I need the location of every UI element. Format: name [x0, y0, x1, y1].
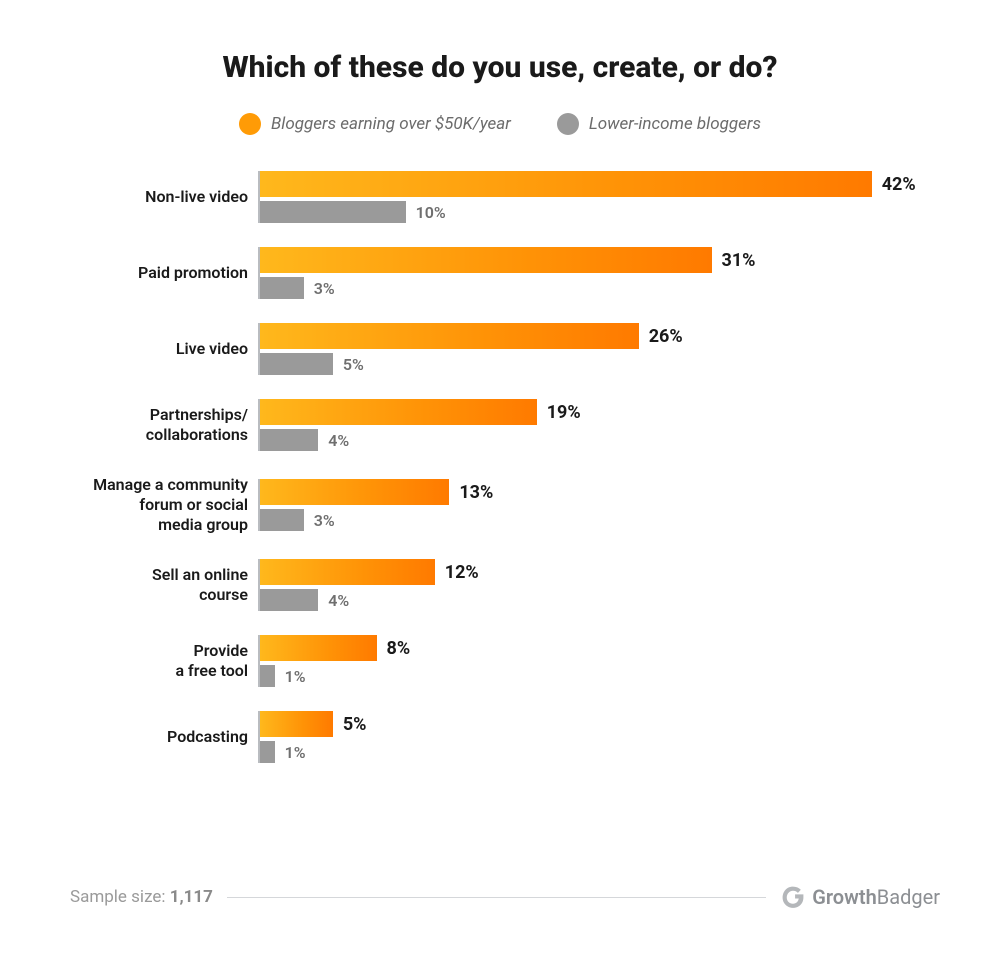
value-secondary: 1%	[285, 667, 306, 686]
category-label: Manage a communityforum or socialmedia g…	[70, 475, 250, 535]
bar-secondary	[260, 201, 406, 223]
chart-footer: Sample size: 1,117 GrowthBadger	[70, 884, 940, 910]
sample-value: 1,117	[170, 887, 213, 907]
bar-primary	[260, 479, 449, 505]
bar-primary	[260, 399, 537, 425]
bar-group: 26% 5%	[258, 323, 930, 375]
bar-group: 19% 4%	[258, 399, 930, 451]
value-primary: 19%	[547, 402, 581, 423]
badger-icon	[780, 884, 806, 910]
brand-text-strong: Growth	[812, 885, 877, 909]
bar-secondary-wrap: 4%	[260, 429, 930, 451]
bar-secondary	[260, 429, 318, 451]
chart-row: Paid promotion 31% 3%	[70, 247, 930, 299]
chart-row: Sell an onlinecourse 12% 4%	[70, 559, 930, 611]
bar-secondary	[260, 509, 304, 531]
value-secondary: 10%	[416, 203, 446, 222]
value-primary: 26%	[649, 326, 683, 347]
bar-primary	[260, 711, 333, 737]
value-secondary: 4%	[328, 591, 349, 610]
chart-row: Non-live video 42% 10%	[70, 171, 930, 223]
bar-primary-wrap: 12%	[260, 559, 930, 585]
bar-primary	[260, 323, 639, 349]
bar-secondary-wrap: 5%	[260, 353, 930, 375]
value-secondary: 3%	[314, 279, 335, 298]
legend-label-low: Lower-income bloggers	[589, 114, 761, 134]
bar-secondary	[260, 353, 333, 375]
value-primary: 31%	[722, 250, 756, 271]
bar-secondary	[260, 665, 275, 687]
category-label: Paid promotion	[70, 263, 250, 283]
chart-row: Live video 26% 5%	[70, 323, 930, 375]
bar-primary-wrap: 26%	[260, 323, 930, 349]
bar-group: 13% 3%	[258, 479, 930, 531]
bar-primary	[260, 635, 377, 661]
legend-item-high-earners: Bloggers earning over $50K/year	[239, 113, 511, 135]
bar-secondary-wrap: 3%	[260, 509, 930, 531]
legend: Bloggers earning over $50K/year Lower-in…	[60, 113, 940, 135]
value-primary: 12%	[445, 562, 479, 583]
chart-title: Which of these do you use, create, or do…	[60, 50, 940, 85]
bar-secondary	[260, 277, 304, 299]
category-label: Partnerships/collaborations	[70, 405, 250, 445]
bar-secondary-wrap: 3%	[260, 277, 930, 299]
value-secondary: 1%	[285, 743, 306, 762]
category-label: Non-live video	[70, 187, 250, 207]
bar-secondary-wrap: 1%	[260, 665, 930, 687]
bar-primary-wrap: 19%	[260, 399, 930, 425]
bar-primary	[260, 247, 712, 273]
chart-row: Partnerships/collaborations 19% 4%	[70, 399, 930, 451]
legend-label-high: Bloggers earning over $50K/year	[271, 114, 511, 134]
legend-item-low-earners: Lower-income bloggers	[557, 113, 761, 135]
legend-swatch-grey	[557, 113, 579, 135]
sample-label: Sample size:	[70, 887, 166, 907]
category-label: Podcasting	[70, 727, 250, 747]
bar-primary-wrap: 13%	[260, 479, 930, 505]
brand-logo: GrowthBadger	[780, 884, 940, 910]
category-label: Sell an onlinecourse	[70, 565, 250, 605]
bar-secondary-wrap: 1%	[260, 741, 930, 763]
bar-primary-wrap: 31%	[260, 247, 930, 273]
bar-group: 42% 10%	[258, 171, 930, 223]
bar-primary	[260, 559, 435, 585]
bar-secondary	[260, 589, 318, 611]
chart-row: Podcasting 5% 1%	[70, 711, 930, 763]
bar-secondary-wrap: 4%	[260, 589, 930, 611]
chart-row: Providea free tool 8% 1%	[70, 635, 930, 687]
bar-chart: Non-live video 42% 10% Paid promotion 31% 3% L…	[70, 171, 930, 763]
legend-swatch-orange	[239, 113, 261, 135]
value-primary: 5%	[343, 714, 367, 735]
value-secondary: 3%	[314, 511, 335, 530]
brand-text-light: Badger	[877, 885, 940, 909]
bar-group: 8% 1%	[258, 635, 930, 687]
category-label: Live video	[70, 339, 250, 359]
category-label: Providea free tool	[70, 641, 250, 681]
value-primary: 13%	[459, 482, 493, 503]
footer-divider	[227, 897, 766, 898]
sample-size: Sample size: 1,117	[70, 887, 213, 907]
bar-group: 5% 1%	[258, 711, 930, 763]
bar-primary-wrap: 42%	[260, 171, 930, 197]
bar-primary-wrap: 8%	[260, 635, 930, 661]
value-secondary: 4%	[328, 431, 349, 450]
bar-primary-wrap: 5%	[260, 711, 930, 737]
bar-primary	[260, 171, 872, 197]
bar-secondary	[260, 741, 275, 763]
value-primary: 42%	[882, 174, 916, 195]
value-secondary: 5%	[343, 355, 364, 374]
value-primary: 8%	[387, 638, 411, 659]
bar-group: 12% 4%	[258, 559, 930, 611]
chart-row: Manage a communityforum or socialmedia g…	[70, 475, 930, 535]
bar-group: 31% 3%	[258, 247, 930, 299]
bar-secondary-wrap: 10%	[260, 201, 930, 223]
